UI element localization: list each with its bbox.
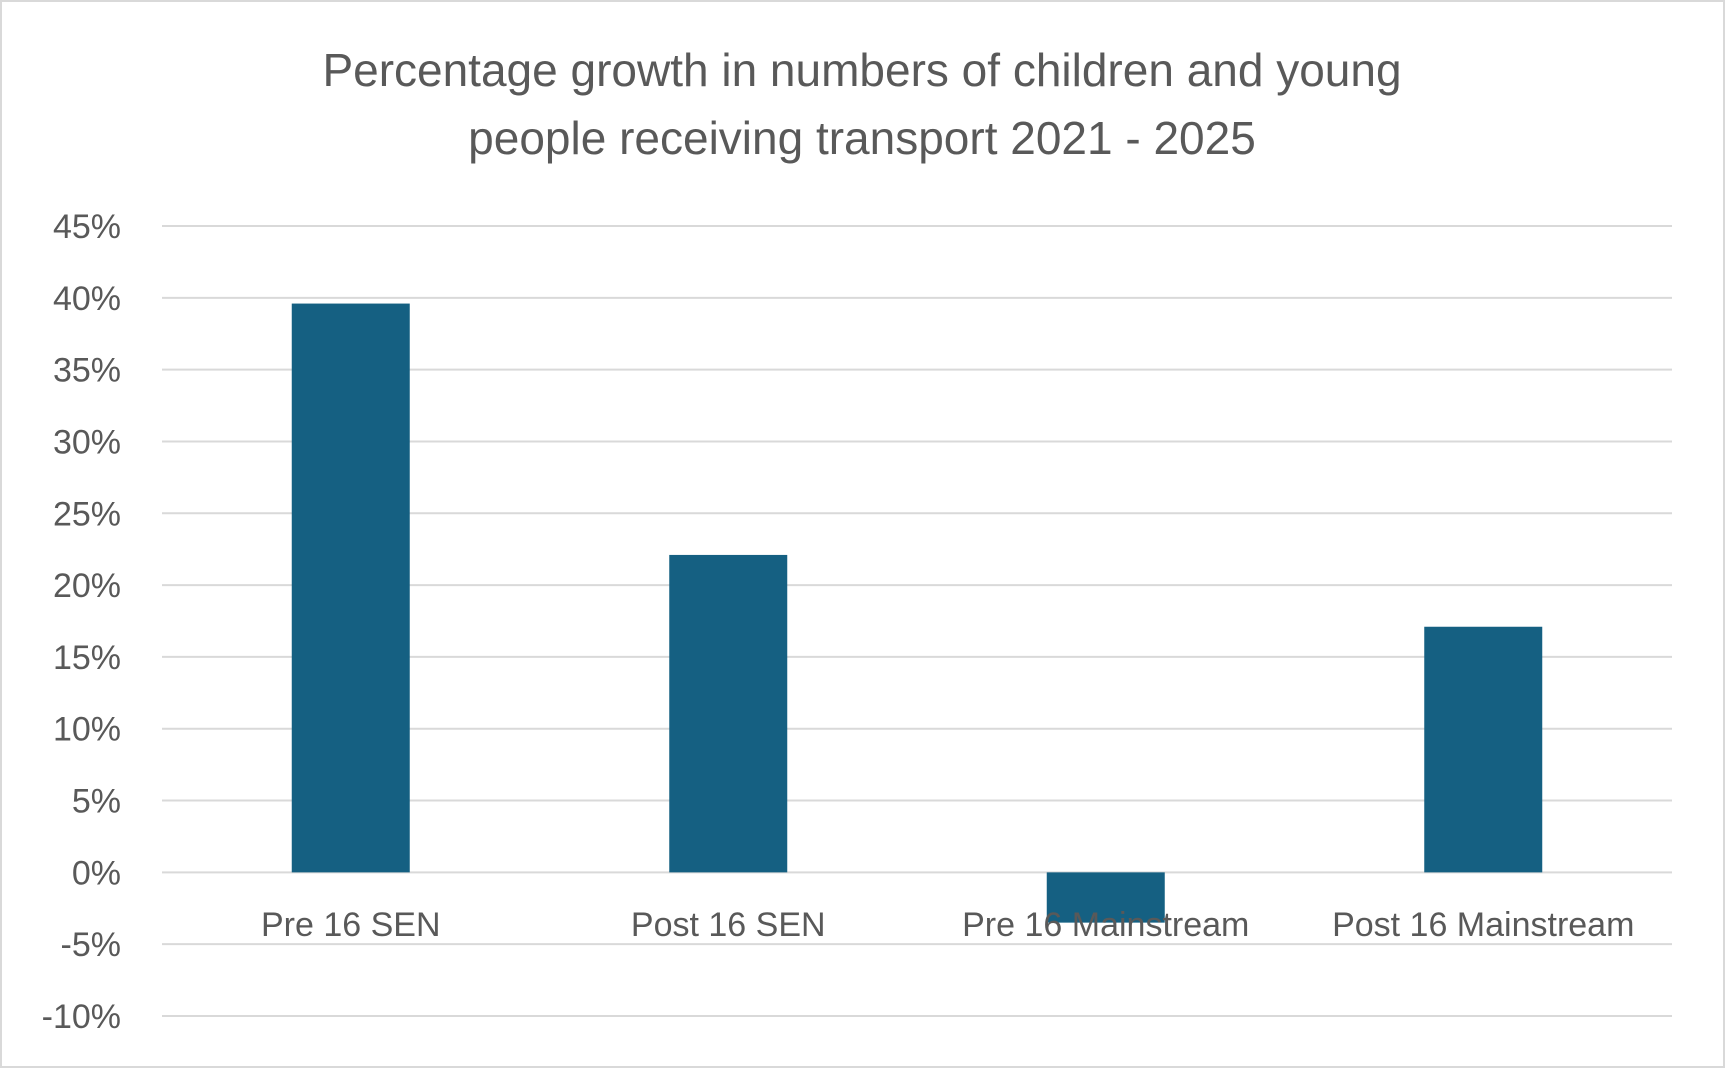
y-tick-label: 20%	[53, 567, 121, 605]
y-tick-label: 30%	[53, 423, 121, 461]
y-tick-label: 40%	[53, 280, 121, 318]
x-axis-category-labels: Pre 16 SEN Post 16 SEN Pre 16 Mainstream Po…	[261, 906, 1634, 944]
bar	[291, 303, 410, 873]
bar	[669, 554, 788, 873]
y-tick-label: 45%	[53, 208, 121, 246]
x-category-label: Pre 16 Mainstream	[962, 906, 1249, 944]
y-axis-tick-labels: 45% 40% 35% 30% 25% 20% 15% 10% 5% 0% -5% -10%	[42, 208, 121, 1036]
chart-title: Percentage growth in numbers of children…	[322, 44, 1401, 164]
x-category-label: Post 16 SEN	[631, 906, 826, 944]
chart-title-line-2: people receiving transport 2021 - 2025	[468, 112, 1256, 164]
bar	[1424, 626, 1543, 873]
y-tick-label: 10%	[53, 711, 121, 749]
y-tick-label: 0%	[72, 854, 121, 892]
y-tick-label: 15%	[53, 639, 121, 677]
y-tick-label: -5%	[61, 926, 121, 964]
x-category-label: Pre 16 SEN	[261, 906, 441, 944]
y-tick-label: 5%	[72, 783, 121, 821]
bar	[1046, 872, 1165, 923]
y-tick-label: 35%	[53, 352, 121, 390]
x-category-label: Post 16 Mainstream	[1332, 906, 1634, 944]
chart-title-line-1: Percentage growth in numbers of children…	[322, 44, 1401, 96]
gridlines	[162, 225, 1672, 1017]
y-tick-label: -10%	[42, 998, 121, 1036]
y-tick-label: 25%	[53, 495, 121, 533]
bars	[291, 303, 1543, 923]
